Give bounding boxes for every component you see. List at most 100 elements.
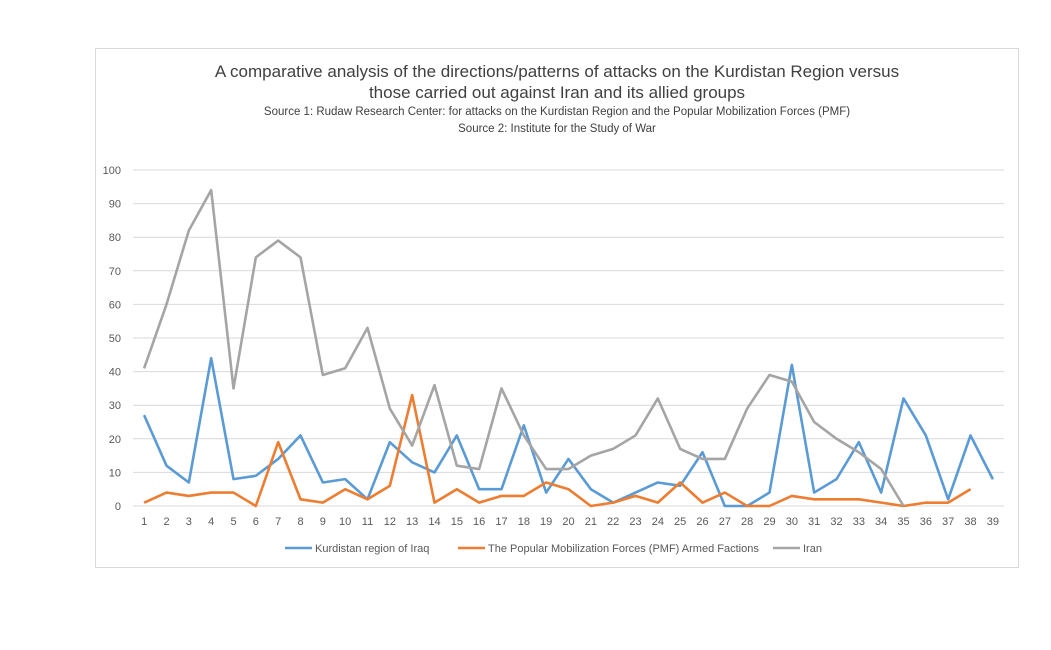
data-point xyxy=(590,455,592,457)
x-tick-label: 12 xyxy=(384,516,396,528)
x-tick-label: 10 xyxy=(339,516,351,528)
data-point xyxy=(411,461,413,463)
data-point xyxy=(367,498,368,500)
data-point xyxy=(434,471,435,473)
x-tick-label: 9 xyxy=(320,516,326,528)
x-tick-label: 34 xyxy=(875,516,887,528)
data-point xyxy=(724,492,726,494)
data-point xyxy=(568,488,569,490)
data-point xyxy=(679,485,681,487)
chart-title: A comparative analysis of the directions… xyxy=(214,62,900,102)
x-tick-label: 5 xyxy=(230,516,236,528)
x-tick-label: 2 xyxy=(163,516,169,528)
x-tick-label: 37 xyxy=(942,516,954,528)
y-tick-label: 90 xyxy=(109,199,121,211)
data-point xyxy=(746,408,748,410)
data-point xyxy=(344,478,346,480)
data-point xyxy=(657,397,659,399)
data-point xyxy=(255,256,257,258)
x-tick-label: 27 xyxy=(719,516,731,528)
x-tick-label: 18 xyxy=(518,516,530,528)
data-point xyxy=(277,441,279,443)
chart-subtitle-source-2: Source 2: Institute for the Study of War xyxy=(458,123,656,135)
data-point xyxy=(679,448,681,450)
x-tick-label: 30 xyxy=(786,516,798,528)
x-tick-label: 21 xyxy=(585,516,597,528)
data-point xyxy=(702,502,703,504)
data-point xyxy=(925,434,927,436)
data-point xyxy=(769,374,770,376)
data-point xyxy=(210,492,212,494)
data-point xyxy=(791,364,793,366)
data-point xyxy=(456,465,458,467)
data-point xyxy=(568,458,569,460)
legend-label-1: Kurdistan region of Iraq xyxy=(315,543,429,555)
data-point xyxy=(322,481,324,483)
data-point xyxy=(746,505,748,507)
data-point xyxy=(210,189,212,191)
x-tick-label: 4 xyxy=(208,516,214,528)
data-point xyxy=(635,495,636,497)
data-point xyxy=(210,357,212,359)
x-tick-label: 13 xyxy=(406,516,418,528)
data-point xyxy=(791,381,793,383)
x-tick-label: 11 xyxy=(362,516,373,528)
data-point xyxy=(880,492,882,494)
data-point xyxy=(300,434,301,436)
legend-label-3: Iran xyxy=(803,543,822,555)
x-tick-label: 32 xyxy=(830,516,842,528)
data-point xyxy=(166,465,167,467)
data-point xyxy=(970,434,971,436)
data-point xyxy=(612,502,614,504)
data-point xyxy=(635,492,636,494)
data-point xyxy=(322,502,324,504)
data-point xyxy=(166,492,167,494)
data-point xyxy=(813,421,815,423)
y-tick-label: 0 xyxy=(115,501,121,513)
data-point xyxy=(456,434,458,436)
series-line-2 xyxy=(143,393,972,508)
x-tick-label: 29 xyxy=(763,516,775,528)
data-point xyxy=(456,488,458,490)
data-point xyxy=(344,488,346,490)
data-point xyxy=(903,397,904,399)
data-point xyxy=(791,495,793,497)
x-tick-label: 22 xyxy=(607,516,619,528)
chart-frame xyxy=(95,48,1019,568)
y-tick-label: 60 xyxy=(109,299,121,311)
data-point xyxy=(523,495,525,497)
data-point xyxy=(478,468,480,470)
data-point xyxy=(657,481,659,483)
x-tick-label: 1 xyxy=(141,516,147,528)
data-point xyxy=(858,451,860,453)
x-tick-label: 6 xyxy=(253,516,259,528)
chart-subtitle-source-1: Source 1: Rudaw Research Center: for att… xyxy=(263,106,851,118)
data-point xyxy=(702,458,703,460)
x-tick-label: 20 xyxy=(562,516,574,528)
x-tick-label: 28 xyxy=(741,516,753,528)
data-point xyxy=(501,495,502,497)
y-tick-label: 80 xyxy=(109,232,121,244)
data-point xyxy=(143,502,145,504)
data-point xyxy=(724,458,726,460)
series-line-1 xyxy=(142,356,994,508)
data-point xyxy=(478,502,480,504)
x-tick-label: 7 xyxy=(275,516,281,528)
data-point xyxy=(188,229,190,231)
y-tick-label: 40 xyxy=(109,367,121,379)
legend-label-2: The Popular Mobilization Forces (PMF) Ar… xyxy=(488,543,759,555)
data-point xyxy=(679,481,681,483)
data-point xyxy=(947,502,949,504)
x-tick-label: 19 xyxy=(540,516,552,528)
data-point xyxy=(947,498,949,500)
x-tick-label: 23 xyxy=(629,516,641,528)
data-point xyxy=(143,414,145,416)
data-point xyxy=(501,488,502,490)
x-tick-label: 14 xyxy=(428,516,440,528)
x-tick-label: 35 xyxy=(897,516,909,528)
y-tick-label: 50 xyxy=(109,333,121,345)
data-point xyxy=(411,445,413,447)
data-point xyxy=(233,478,234,480)
data-point xyxy=(411,394,413,396)
